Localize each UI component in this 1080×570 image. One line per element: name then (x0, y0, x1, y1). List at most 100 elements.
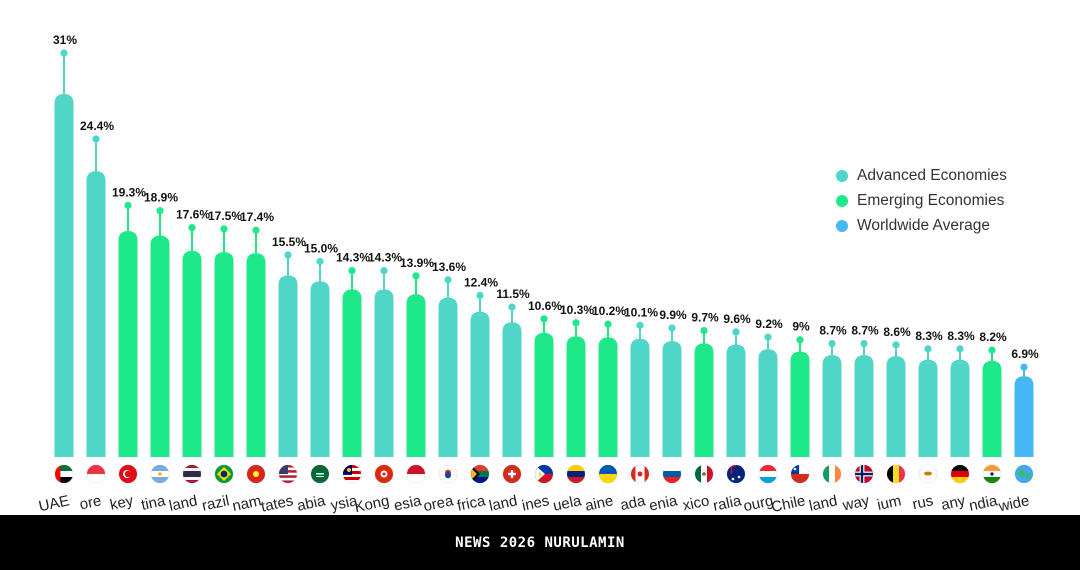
bar-group: 6.9% wide (996, 347, 1039, 515)
bar (86, 171, 106, 457)
category-tick-label: ysia (329, 492, 359, 514)
legend-label-emerging: Emerging Economies (857, 191, 1005, 209)
thailand-flag-icon (182, 464, 202, 484)
category-tick-label: ines (520, 492, 550, 514)
bar-group: 31% UAE (37, 33, 77, 515)
bar (310, 281, 330, 457)
category-tick-label: land (488, 492, 519, 515)
canada-flag-icon (630, 464, 650, 484)
legend-label-advanced: Advanced Economies (857, 166, 1007, 184)
philippines-flag-icon (534, 464, 554, 484)
bar-tip-dot (476, 291, 484, 299)
malaysia-flag-icon (342, 464, 362, 484)
bar-value-label: 14.3% (336, 251, 370, 265)
bar-value-label: 8.3% (947, 329, 975, 343)
bar-value-label: 9.9% (659, 308, 687, 322)
bar-group: 14.3% ysia (329, 251, 370, 515)
bar-group: 24.4% ore (78, 119, 114, 513)
bar (182, 250, 202, 457)
vietnam-flag-icon (246, 464, 266, 484)
bar-tip-dot (252, 226, 260, 234)
legend-label-worldwide: Worldwide Average (857, 216, 990, 234)
bar-value-label: 8.2% (979, 330, 1007, 344)
bar-value-label: 17.4% (240, 210, 274, 224)
bar-group: 17.6% land (168, 208, 211, 515)
category-tick-label: UAE (37, 492, 71, 515)
bar (150, 235, 170, 457)
bar-group: 9% Chile (770, 320, 810, 515)
bar-value-label: 9% (792, 320, 810, 334)
australia-flag-icon (726, 464, 746, 484)
category-tick-label: land (808, 492, 839, 515)
bar-group: 14.3% Kong (353, 251, 402, 515)
brazil-flag-icon (214, 464, 234, 484)
bar (342, 289, 362, 457)
bar-group: 11.5% land (488, 287, 530, 515)
bar-tip-dot (284, 251, 292, 259)
bar-tip-dot (828, 340, 836, 348)
bar-group: 9.6% ralia (712, 312, 751, 515)
germany-flag-icon (950, 464, 970, 484)
bar-tip-dot (92, 135, 100, 143)
bar-value-label: 10.2% (592, 304, 626, 318)
luxembourg-flag-icon (758, 464, 778, 484)
bar-tip-dot (668, 324, 676, 332)
ireland-flag-icon (822, 464, 842, 484)
bar-value-label: 17.6% (176, 208, 210, 222)
bar-tip-dot (1020, 363, 1028, 371)
legend-dot-emerging (836, 194, 848, 207)
bar-tip-dot (636, 321, 644, 329)
bar-value-label: 10.1% (624, 305, 658, 319)
bar-value-label: 18.9% (144, 191, 178, 205)
bar (118, 231, 138, 457)
bar-value-label: 10.6% (528, 299, 562, 313)
bar (534, 332, 554, 457)
category-tick-label: ada (619, 492, 648, 514)
category-tick-label: tates (259, 492, 294, 515)
bar-group: 10.3% uela (552, 303, 595, 515)
category-tick-label: Kong (353, 492, 391, 515)
bar-tip-dot (188, 224, 196, 232)
india-flag-icon (982, 464, 1002, 484)
bar-group: 15.0% abia (296, 242, 339, 515)
category-tick-label: way (840, 492, 871, 514)
bar-tip-dot (508, 303, 516, 311)
chart-legend: Advanced Economies Emerging Economies Wo… (836, 163, 1007, 238)
bar (566, 336, 586, 457)
bar-group: 13.6% orea (422, 260, 466, 515)
bar-value-label: 8.7% (851, 324, 879, 338)
category-tick-label: ndia (968, 492, 1000, 515)
bar-group: 12.4% frica (456, 275, 499, 514)
bar (278, 275, 298, 457)
legend-item-advanced: Advanced Economies (836, 163, 1007, 188)
turkey-flag-icon (118, 464, 138, 484)
bar-tip-dot (924, 345, 932, 353)
bar (1014, 376, 1034, 457)
bar-group: 8.3% rus (911, 329, 943, 513)
bar-tip-dot (540, 315, 548, 323)
cyprus-flag-icon (918, 464, 938, 484)
bar-group: 8.6% ium (876, 325, 911, 514)
bar (822, 355, 842, 457)
switzerland-flag-icon (502, 464, 522, 484)
bar-group: 8.7% way (840, 324, 879, 515)
bar-value-label: 19.3% (112, 185, 146, 199)
indonesia-flag-icon (406, 464, 426, 484)
bar-tip-dot (700, 326, 708, 335)
category-tick-label: key (108, 492, 135, 514)
argentina-flag-icon (150, 464, 170, 484)
bar-value-label: 11.5% (496, 287, 530, 301)
bar-value-label: 24.4% (80, 119, 114, 133)
legend-dot-worldwide (836, 219, 848, 232)
usa-flag-icon (278, 464, 298, 484)
bar-tip-dot (764, 333, 772, 341)
bar-tip-dot (988, 346, 996, 354)
mexico-flag-icon (694, 464, 714, 484)
legend-item-worldwide: Worldwide Average (836, 213, 1007, 238)
bar (918, 359, 938, 457)
bar (246, 253, 266, 457)
globe-flag-icon (1014, 464, 1034, 484)
bar-value-label: 15.0% (304, 242, 338, 256)
bar-group: 9.7% xico (681, 311, 719, 515)
bar-value-label: 13.6% (432, 260, 466, 274)
